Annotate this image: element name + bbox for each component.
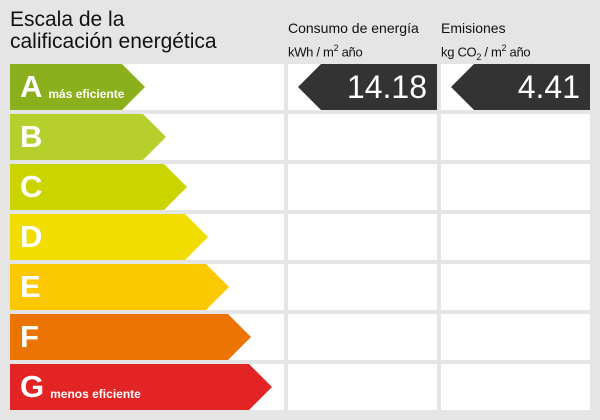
consumo-header: Consumo de energía kWh / m2 año <box>288 20 419 60</box>
consumo-cell <box>288 164 437 210</box>
page-title: Escala de la calificación energética <box>10 8 217 53</box>
rating-arrow: C <box>10 164 187 210</box>
rating-arrow: E <box>10 264 229 310</box>
rating-row-d: D <box>0 214 600 260</box>
rating-row-a: A más eficiente 14.18 4.41 <box>0 64 600 110</box>
consumo-cell <box>288 264 437 310</box>
rating-row-e: E <box>0 264 600 310</box>
consumo-cell <box>288 114 437 160</box>
rating-letter: B <box>20 119 43 154</box>
rating-arrow: F <box>10 314 251 360</box>
consumo-cell <box>288 314 437 360</box>
rating-row-g: G menos eficiente <box>0 364 600 410</box>
rating-label: más eficiente <box>48 87 125 101</box>
rating-row-f: F <box>0 314 600 360</box>
rating-label: menos eficiente <box>50 387 141 401</box>
rating-letter: C <box>20 169 43 204</box>
emisiones-header: Emisiones kg CO2 / m2 año <box>441 20 531 62</box>
consumo-value-badge: 14.18 <box>298 64 437 110</box>
emisiones-cell <box>441 364 590 410</box>
rating-letter: G <box>20 369 45 404</box>
emisiones-cell <box>441 114 590 160</box>
emisiones-cell <box>441 264 590 310</box>
rating-letter: F <box>20 319 39 354</box>
emisiones-cell <box>441 214 590 260</box>
rating-letter: E <box>20 269 41 304</box>
rating-letter: D <box>20 219 43 254</box>
rating-arrow: B <box>10 114 166 160</box>
rating-row-c: C <box>0 164 600 210</box>
rating-row-b: B <box>0 114 600 160</box>
emisiones-cell <box>441 164 590 210</box>
consumo-cell <box>288 364 437 410</box>
emisiones-cell <box>441 314 590 360</box>
rating-arrow: D <box>10 214 208 260</box>
consumo-cell <box>288 214 437 260</box>
rating-arrow: A más eficiente <box>10 64 145 110</box>
rating-arrow: G menos eficiente <box>10 364 272 410</box>
rating-letter: A <box>20 69 43 104</box>
emisiones-value-badge: 4.41 <box>451 64 590 110</box>
